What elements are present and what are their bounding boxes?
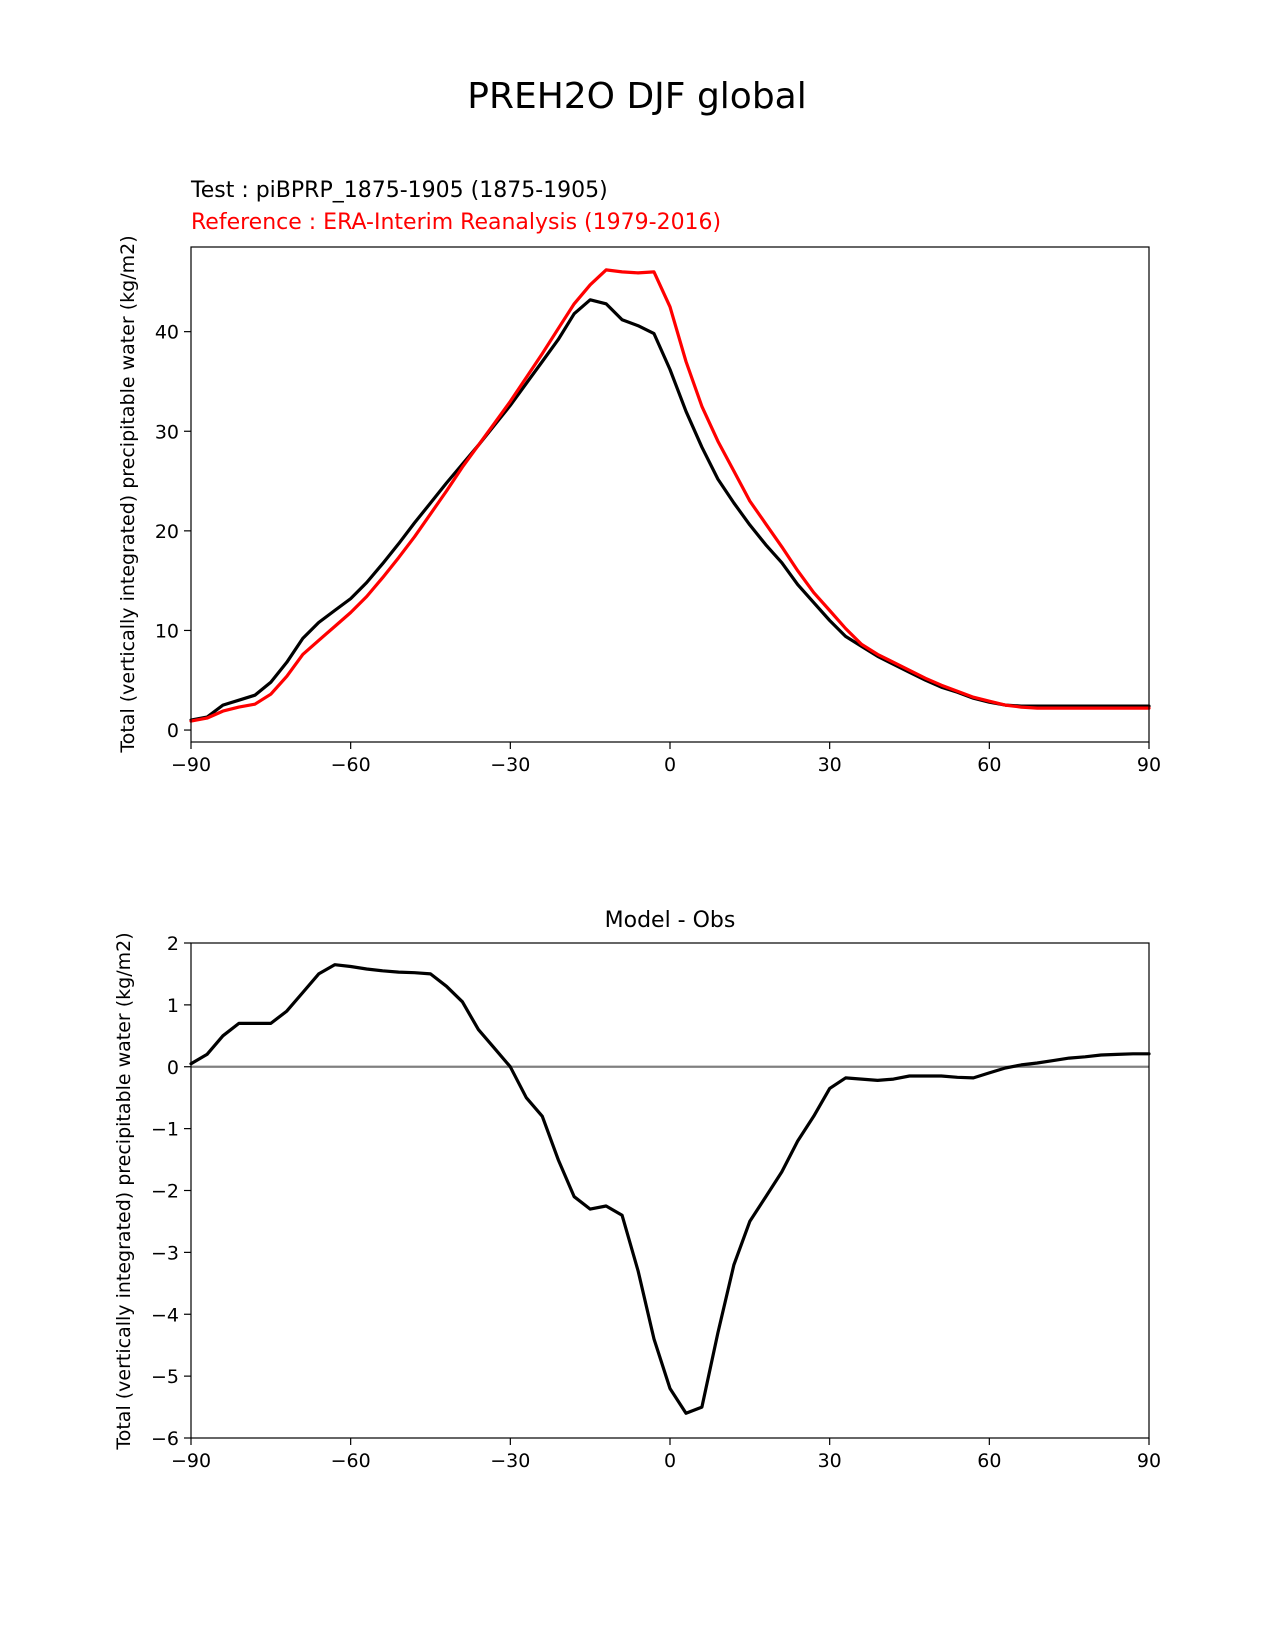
- series-line-1: [189, 268, 1151, 723]
- bottom-plot-frame: [190, 942, 1150, 1439]
- x-tick-label: 0: [664, 1450, 676, 1472]
- y-tick-label: 30: [155, 421, 179, 443]
- bottom-panel: Model - Obs −90 −60 −30 0 30 60 90 2 1 0 −1 −2 −3 −4 −…: [113, 908, 1161, 1472]
- y-tick-label: −1: [151, 1119, 179, 1141]
- legend-test: Test : piBPRP_1875-1905 (1875-1905): [190, 178, 608, 203]
- y-tick-label: 0: [167, 720, 179, 742]
- y-tick-label: 40: [155, 322, 179, 344]
- y-tick-label: 1: [167, 995, 179, 1017]
- x-tick-label: 90: [1137, 1450, 1161, 1472]
- y-tick-label: 0: [167, 1057, 179, 1079]
- x-tick-label: 60: [977, 1450, 1001, 1472]
- series-line-0: [189, 963, 1151, 1415]
- x-tick-label: 30: [818, 754, 842, 776]
- y-tick-label: 20: [155, 521, 179, 543]
- top-plot-frame: [190, 246, 1150, 743]
- x-tick-label: 90: [1137, 754, 1161, 776]
- y-tick-label: 10: [155, 620, 179, 642]
- bottom-y-axis-label: Total (vertically integrated) precipitab…: [113, 932, 135, 1450]
- x-tick-label: −30: [490, 754, 530, 776]
- series-line-0: [189, 298, 1151, 722]
- top-panel: Test : piBPRP_1875-1905 (1875-1905) Refe…: [117, 178, 1161, 776]
- y-tick-label: −2: [151, 1181, 179, 1203]
- y-tick-label: 2: [167, 933, 179, 955]
- x-tick-label: −60: [331, 754, 371, 776]
- x-tick-label: 60: [977, 754, 1001, 776]
- x-tick-label: 30: [818, 1450, 842, 1472]
- bottom-panel-title: Model - Obs: [605, 908, 736, 933]
- y-tick-label: −4: [151, 1304, 179, 1326]
- top-y-axis-label: Total (vertically integrated) precipitab…: [117, 235, 139, 753]
- y-tick-label: −3: [151, 1242, 179, 1264]
- x-tick-label: −90: [171, 1450, 211, 1472]
- x-tick-label: 0: [664, 754, 676, 776]
- x-tick-label: −60: [331, 1450, 371, 1472]
- legend-reference: Reference : ERA-Interim Reanalysis (1979…: [191, 210, 721, 235]
- figure-suptitle: PREH2O DJF global: [467, 76, 807, 117]
- x-tick-label: −90: [171, 754, 211, 776]
- y-tick-label: −5: [151, 1366, 179, 1388]
- x-tick-label: −30: [490, 1450, 530, 1472]
- y-tick-label: −6: [151, 1428, 179, 1450]
